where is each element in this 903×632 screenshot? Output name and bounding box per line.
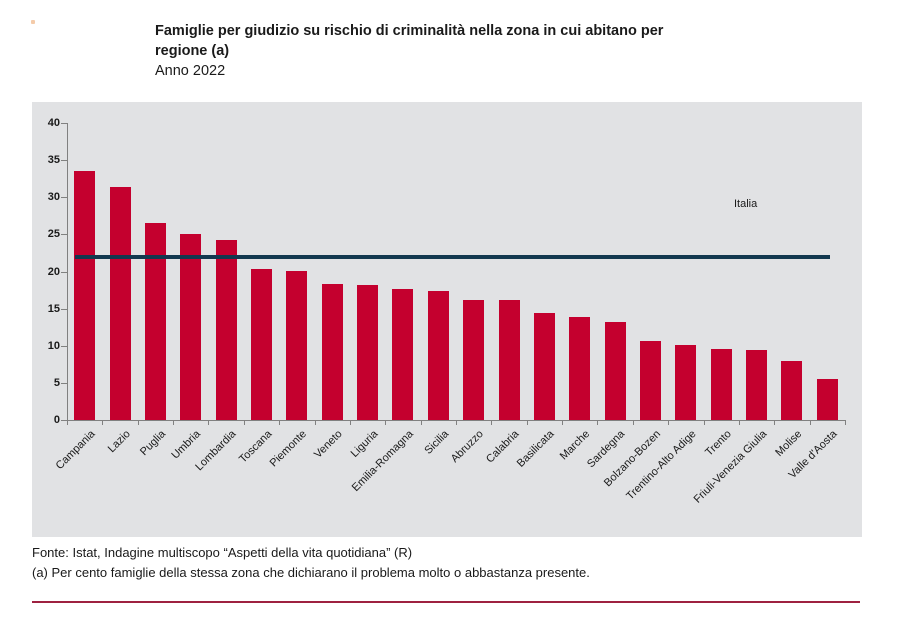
- y-axis-tick: [61, 123, 67, 124]
- italia-reference-line: [75, 255, 830, 259]
- x-axis-label-trento: Trento: [703, 428, 734, 459]
- y-axis-label: 5: [53, 376, 60, 389]
- y-axis-tick: [61, 382, 67, 384]
- bar-calabria: [498, 300, 520, 420]
- bar-sardegna: [604, 322, 626, 420]
- x-axis-tick: [243, 420, 245, 425]
- bar-molise: [781, 361, 803, 420]
- y-axis-tick: [61, 345, 67, 347]
- bar-puglia: [144, 223, 166, 420]
- x-axis-tick: [385, 420, 387, 425]
- x-axis-tick: [632, 420, 634, 425]
- x-axis-tick: [349, 420, 351, 425]
- x-axis-tick: [597, 420, 599, 425]
- bar-campania: [74, 171, 96, 420]
- x-axis-label-campania: Campania: [53, 428, 98, 472]
- bar-friuli-venezia-giulia: [746, 350, 768, 420]
- x-axis-label-sicilia: Sicilia: [421, 428, 451, 457]
- y-axis-label: 20: [47, 265, 60, 278]
- bar-veneto: [321, 284, 343, 420]
- y-axis-label: 40: [47, 117, 60, 129]
- y-axis-label: 25: [47, 228, 60, 241]
- bar-lazio: [109, 187, 131, 420]
- y-axis-tick: [61, 197, 67, 199]
- bar-abruzzo: [463, 300, 485, 420]
- x-axis-tick: [809, 420, 811, 425]
- x-axis-label-marche: Marche: [557, 428, 593, 463]
- x-axis-tick: [703, 420, 705, 425]
- y-axis-label: 15: [47, 302, 60, 315]
- y-axis-line: [67, 123, 68, 421]
- y-axis-label: 35: [47, 154, 60, 167]
- y-axis-label: 0: [53, 414, 60, 426]
- chart-subtitle: Anno 2022: [155, 63, 226, 79]
- x-axis-tick: [774, 420, 776, 425]
- x-axis-label-trentino-alto-adige: Trentino-Alto Adige: [623, 428, 699, 503]
- bar-marche: [569, 317, 591, 420]
- x-axis-label-umbria: Umbria: [169, 428, 204, 462]
- chart-panel: 0 5 10 15 20 25 30 35 40 Campania Lazio Puglia Umbri…: [32, 102, 862, 537]
- y-axis-label: 30: [47, 191, 60, 204]
- x-axis-label-liguria: Liguria: [348, 428, 381, 460]
- x-axis-tick: [668, 420, 670, 425]
- y-axis-label: 10: [47, 339, 60, 352]
- bar-emilia-romagna: [392, 289, 414, 420]
- x-axis-label-emilia-romagna: Emilia-Romagna: [349, 428, 416, 494]
- chart-title-line1: Famiglie per giudizio su rischio di crim…: [155, 23, 664, 39]
- x-axis-tick: [279, 420, 281, 425]
- x-axis-label-basilicata: Basilicata: [515, 428, 557, 470]
- x-axis-tick: [420, 420, 422, 425]
- chart-title-line2: regione (a): [155, 43, 230, 59]
- x-axis-tick: [526, 420, 528, 425]
- y-axis-tick: [61, 234, 67, 236]
- bar-trento: [710, 349, 732, 420]
- x-axis-tick: [67, 420, 68, 425]
- y-axis-tick: [61, 308, 67, 310]
- x-axis-label-piemonte: Piemonte: [267, 428, 310, 470]
- x-axis-label-lazio: Lazio: [105, 428, 133, 456]
- y-axis-tick: [61, 420, 67, 421]
- x-axis-label-veneto: Veneto: [311, 428, 345, 461]
- x-axis-tick: [314, 420, 316, 425]
- x-axis-tick: [137, 420, 139, 425]
- x-axis-tick: [738, 420, 740, 425]
- bar-lombardia: [215, 240, 237, 420]
- x-axis-label-abruzzo: Abruzzo: [449, 428, 487, 466]
- bar-toscana: [251, 269, 272, 420]
- bottom-divider: [32, 601, 860, 603]
- bar-bolzano-bozen: [640, 341, 661, 420]
- x-axis-tick: [491, 420, 493, 425]
- x-axis-tick: [845, 420, 846, 425]
- x-axis-tick: [456, 420, 457, 425]
- source-note: Fonte: Istat, Indagine multiscopo “Aspet…: [32, 545, 413, 560]
- bar-piemonte: [286, 271, 308, 420]
- x-axis-tick: [102, 420, 104, 425]
- bar-umbria: [180, 234, 202, 420]
- footnote-a: (a) Per cento famiglie della stessa zona…: [32, 565, 590, 580]
- x-axis-label-puglia: Puglia: [137, 428, 168, 459]
- bar-liguria: [357, 285, 379, 420]
- x-axis-tick: [562, 420, 564, 425]
- bar-sicilia: [427, 291, 449, 420]
- bar-trentino-alto-adige: [675, 345, 697, 420]
- x-axis-label-molise: Molise: [773, 428, 805, 459]
- scan-artifact: [31, 20, 35, 24]
- y-axis-tick: [61, 160, 67, 162]
- y-axis-tick: [61, 271, 67, 273]
- bar-basilicata: [533, 313, 555, 420]
- x-axis-tick: [208, 420, 210, 425]
- chart-header: Famiglie per giudizio su rischio di crim…: [155, 21, 855, 81]
- x-axis-tick: [173, 420, 175, 425]
- bar-valle-d-aosta: [816, 379, 838, 420]
- italia-reference-label: Italia: [734, 198, 758, 210]
